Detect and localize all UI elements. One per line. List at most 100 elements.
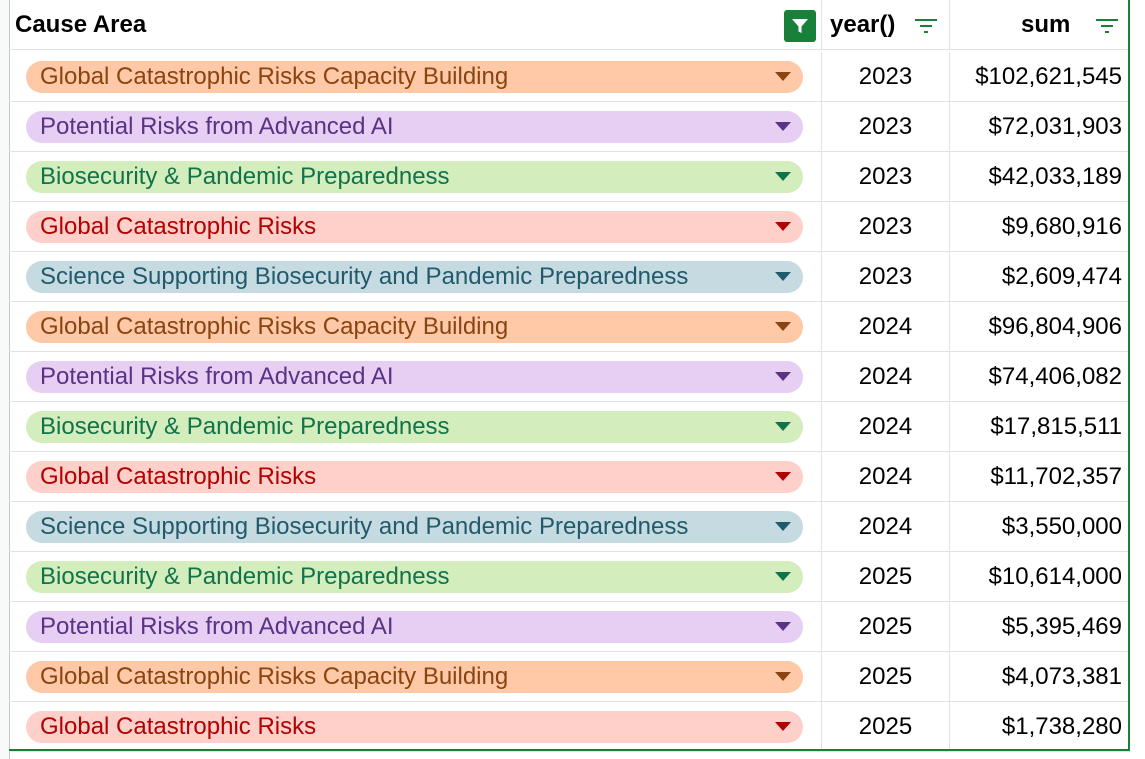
sum-cell[interactable]: $17,815,511 — [950, 402, 1130, 452]
cause-area-chip[interactable]: Global Catastrophic Risks Capacity Build… — [26, 661, 803, 693]
cause-area-chip[interactable]: Potential Risks from Advanced AI — [26, 611, 803, 643]
cause-area-chip[interactable]: Biosecurity & Pandemic Preparedness — [26, 161, 803, 193]
cause-area-chip-label: Global Catastrophic Risks Capacity Build… — [40, 663, 509, 690]
cause-area-chip[interactable]: Global Catastrophic Risks Capacity Build… — [26, 311, 803, 343]
cause-area-cell[interactable]: Global Catastrophic Risks — [9, 702, 822, 752]
cause-area-cell[interactable]: Biosecurity & Pandemic Preparedness — [9, 152, 822, 202]
header-sum[interactable]: sum — [950, 0, 1130, 50]
sum-cell[interactable]: $11,702,357 — [950, 452, 1130, 502]
chevron-down-icon[interactable] — [775, 472, 791, 481]
sum-cell[interactable]: $3,550,000 — [950, 502, 1130, 552]
cause-area-cell[interactable]: Global Catastrophic Risks — [9, 452, 822, 502]
cause-area-chip-label: Global Catastrophic Risks — [40, 713, 317, 740]
filter-lines-icon[interactable] — [1095, 17, 1119, 35]
table-row: Global Catastrophic Risks 2023 $9,680,916 — [9, 202, 1145, 252]
chevron-down-icon[interactable] — [775, 172, 791, 181]
year-value: 2023 — [858, 162, 913, 190]
year-cell[interactable]: 2023 — [822, 252, 950, 302]
year-cell[interactable]: 2024 — [822, 452, 950, 502]
sum-value: $72,031,903 — [988, 112, 1122, 140]
cause-area-cell[interactable]: Science Supporting Biosecurity and Pande… — [9, 252, 822, 302]
sum-value: $9,680,916 — [1001, 212, 1122, 240]
sum-cell[interactable]: $72,031,903 — [950, 102, 1130, 152]
chevron-down-icon[interactable] — [775, 222, 791, 231]
cause-area-chip[interactable]: Biosecurity & Pandemic Preparedness — [26, 561, 803, 593]
chevron-down-icon[interactable] — [775, 322, 791, 331]
cause-area-cell[interactable]: Biosecurity & Pandemic Preparedness — [9, 402, 822, 452]
table-row: Global Catastrophic Risks Capacity Build… — [9, 302, 1145, 352]
table-row: Science Supporting Biosecurity and Pande… — [9, 502, 1145, 552]
sum-value: $96,804,906 — [988, 312, 1122, 340]
year-cell[interactable]: 2025 — [822, 602, 950, 652]
cause-area-cell[interactable]: Science Supporting Biosecurity and Pande… — [9, 502, 822, 552]
year-cell[interactable]: 2024 — [822, 502, 950, 552]
cause-area-chip-label: Biosecurity & Pandemic Preparedness — [40, 563, 450, 590]
header-year[interactable]: year() — [822, 0, 950, 50]
chevron-down-icon[interactable] — [775, 672, 791, 681]
sum-cell[interactable]: $10,614,000 — [950, 552, 1130, 602]
year-value: 2025 — [858, 562, 913, 590]
chevron-down-icon[interactable] — [775, 122, 791, 131]
cause-area-cell[interactable]: Biosecurity & Pandemic Preparedness — [9, 552, 822, 602]
year-value: 2024 — [858, 512, 913, 540]
year-cell[interactable]: 2025 — [822, 652, 950, 702]
cause-area-chip-label: Potential Risks from Advanced AI — [40, 363, 394, 390]
year-cell[interactable]: 2024 — [822, 302, 950, 352]
filter-funnel-icon[interactable] — [784, 10, 816, 42]
cause-area-cell[interactable]: Global Catastrophic Risks Capacity Build… — [9, 652, 822, 702]
table-row: Global Catastrophic Risks Capacity Build… — [9, 652, 1145, 702]
year-value: 2023 — [858, 262, 913, 290]
chevron-down-icon[interactable] — [775, 72, 791, 81]
cause-area-chip[interactable]: Global Catastrophic Risks Capacity Build… — [26, 61, 803, 93]
cause-area-cell[interactable]: Global Catastrophic Risks Capacity Build… — [9, 52, 822, 102]
year-cell[interactable]: 2024 — [822, 352, 950, 402]
year-cell[interactable]: 2023 — [822, 152, 950, 202]
cause-area-chip[interactable]: Potential Risks from Advanced AI — [26, 111, 803, 143]
sum-value: $17,815,511 — [990, 412, 1122, 440]
cause-area-chip[interactable]: Global Catastrophic Risks — [26, 461, 803, 493]
sum-cell[interactable]: $74,406,082 — [950, 352, 1130, 402]
cause-area-chip[interactable]: Science Supporting Biosecurity and Pande… — [26, 511, 803, 543]
header-cause-area[interactable]: Cause Area — [9, 0, 822, 50]
cause-area-cell[interactable]: Potential Risks from Advanced AI — [9, 102, 822, 152]
cause-area-chip[interactable]: Biosecurity & Pandemic Preparedness — [26, 411, 803, 443]
year-cell[interactable]: 2025 — [822, 702, 950, 752]
cause-area-chip[interactable]: Potential Risks from Advanced AI — [26, 361, 803, 393]
chevron-down-icon[interactable] — [775, 522, 791, 531]
cause-area-cell[interactable]: Global Catastrophic Risks Capacity Build… — [9, 302, 822, 352]
year-cell[interactable]: 2025 — [822, 552, 950, 602]
chevron-down-icon[interactable] — [775, 622, 791, 631]
sum-cell[interactable]: $4,073,381 — [950, 652, 1130, 702]
year-value: 2023 — [858, 212, 913, 240]
chevron-down-icon[interactable] — [775, 572, 791, 581]
sum-cell[interactable]: $102,621,545 — [950, 52, 1130, 102]
cause-area-chip[interactable]: Global Catastrophic Risks — [26, 711, 803, 743]
cause-area-chip[interactable]: Global Catastrophic Risks — [26, 211, 803, 243]
sum-cell[interactable]: $96,804,906 — [950, 302, 1130, 352]
sum-cell[interactable]: $5,395,469 — [950, 602, 1130, 652]
chevron-down-icon[interactable] — [775, 272, 791, 281]
filter-lines-icon[interactable] — [914, 17, 938, 35]
cause-area-cell[interactable]: Global Catastrophic Risks — [9, 202, 822, 252]
cause-area-cell[interactable]: Potential Risks from Advanced AI — [9, 352, 822, 402]
sum-cell[interactable]: $42,033,189 — [950, 152, 1130, 202]
year-cell[interactable]: 2023 — [822, 102, 950, 152]
year-cell[interactable]: 2023 — [822, 52, 950, 102]
cause-area-chip-label: Global Catastrophic Risks Capacity Build… — [40, 63, 509, 90]
cause-area-chip-label: Potential Risks from Advanced AI — [40, 113, 394, 140]
sum-cell[interactable]: $2,609,474 — [950, 252, 1130, 302]
year-value: 2023 — [858, 62, 913, 90]
chevron-down-icon[interactable] — [775, 372, 791, 381]
year-cell[interactable]: 2023 — [822, 202, 950, 252]
chevron-down-icon[interactable] — [775, 422, 791, 431]
cause-area-chip[interactable]: Science Supporting Biosecurity and Pande… — [26, 261, 803, 293]
cause-area-cell[interactable]: Potential Risks from Advanced AI — [9, 602, 822, 652]
sum-value: $5,395,469 — [1001, 612, 1122, 640]
year-value: 2024 — [858, 462, 913, 490]
sum-value: $10,614,000 — [988, 562, 1122, 590]
year-cell[interactable]: 2024 — [822, 402, 950, 452]
table-row: Potential Risks from Advanced AI 2025 $5,3… — [9, 602, 1145, 652]
sum-cell[interactable]: $1,738,280 — [950, 702, 1130, 752]
chevron-down-icon[interactable] — [775, 722, 791, 731]
sum-cell[interactable]: $9,680,916 — [950, 202, 1130, 252]
